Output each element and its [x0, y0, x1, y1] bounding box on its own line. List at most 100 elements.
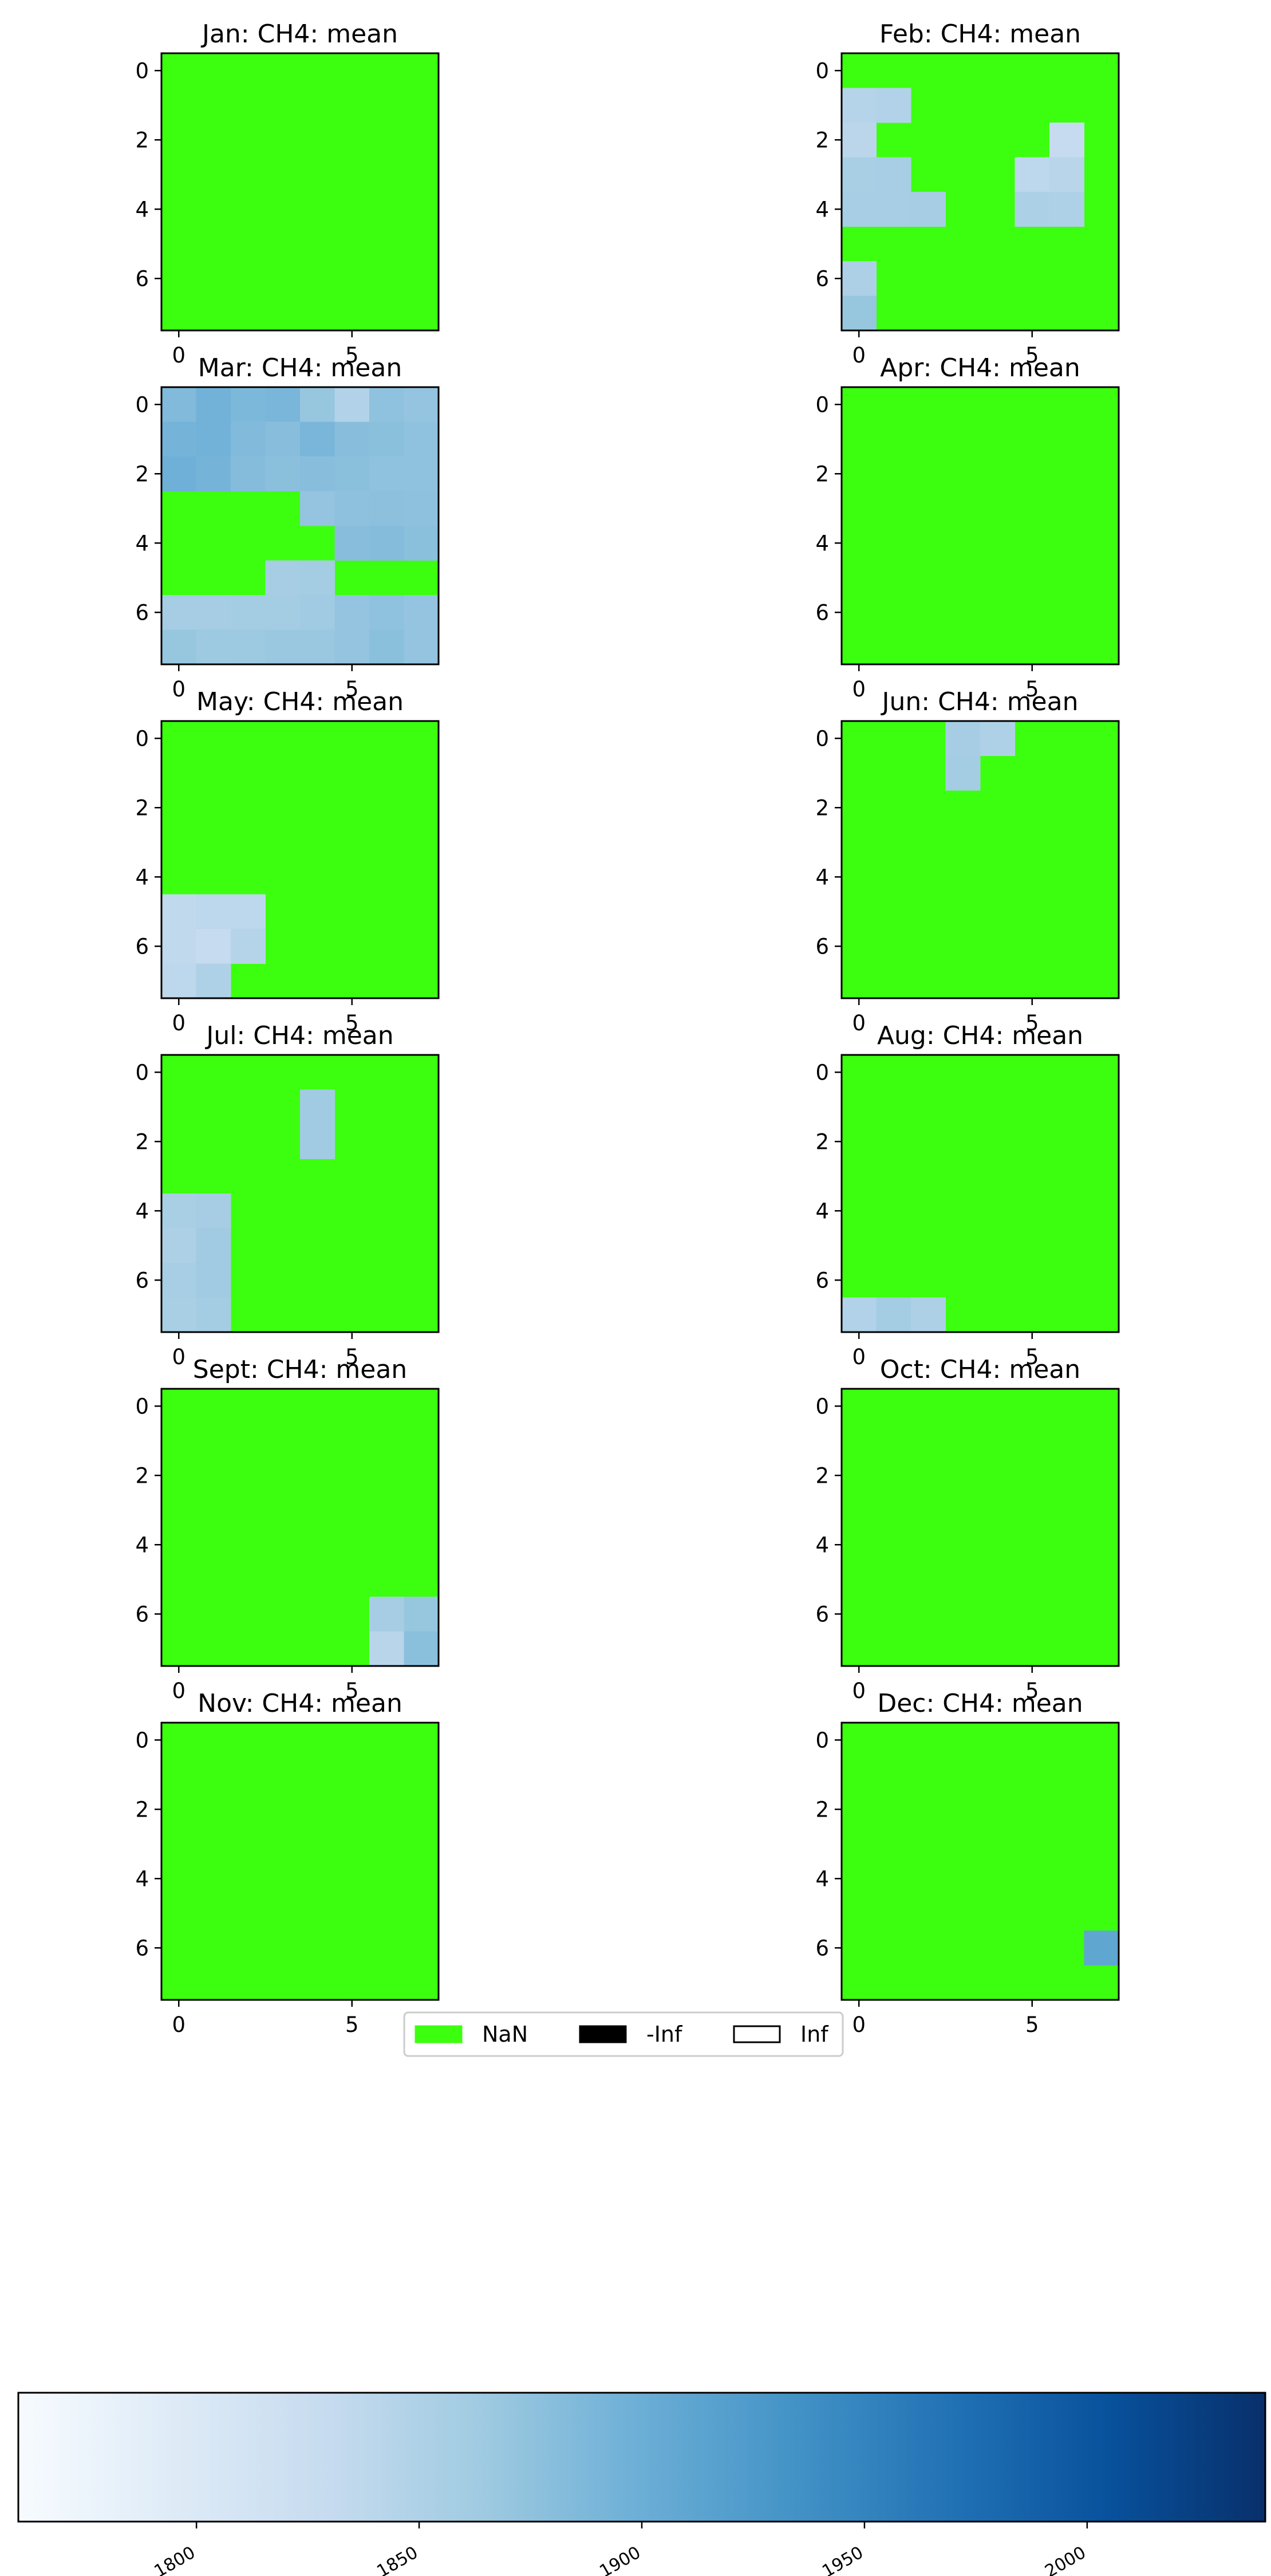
heatmap-cell	[196, 1297, 231, 1333]
heatmap-cell	[196, 1194, 231, 1228]
heatmap-cell	[369, 422, 404, 457]
heatmap-cell	[196, 629, 231, 665]
heatmap-cell	[161, 422, 196, 457]
panel-title: Dec: CH4: mean	[877, 1689, 1083, 1718]
axes-frame	[160, 1388, 440, 1667]
x-tick-label: 5	[345, 1345, 359, 1369]
panel-title: Apr: CH4: mean	[880, 353, 1080, 383]
y-tick-label: 0	[135, 1060, 149, 1085]
x-tick-label: 0	[172, 343, 185, 368]
heatmap-cell	[265, 595, 301, 630]
heatmap-cell	[334, 422, 370, 457]
panel-jul: 0 2 4 6 0 5 Jul: CH4: mean	[135, 1021, 440, 1369]
heatmap-cell	[404, 1631, 439, 1667]
y-tick-label: 4	[815, 865, 829, 889]
nan-background	[842, 1389, 1119, 1666]
y-tick-label: 6	[815, 1936, 829, 1960]
axes-frame	[160, 1054, 440, 1333]
panel-jun: 0 2 4 6 0 5 Jun: CH4: mean	[815, 687, 1120, 1035]
heatmap-cell	[161, 1263, 196, 1298]
heatmap-cell	[265, 422, 301, 457]
heatmap-cell	[161, 1194, 196, 1228]
heatmap-cell	[161, 1297, 196, 1333]
panel-title: Nov: CH4: mean	[198, 1689, 402, 1718]
heatmap-cell	[404, 422, 439, 457]
y-tick-label: 6	[815, 1602, 829, 1626]
heatmap-cell	[404, 491, 439, 526]
y-tick-label: 2	[815, 128, 829, 152]
legend: NaN -Inf Inf	[403, 2011, 844, 2057]
y-tick-label: 6	[135, 600, 149, 625]
x-tick-label: 0	[852, 1345, 866, 1369]
panel-title: Sept: CH4: mean	[193, 1355, 407, 1384]
heatmap-cell	[231, 929, 266, 964]
heatmap-cell	[1049, 192, 1084, 227]
heatmap-cell	[842, 261, 877, 296]
heatmap-cell	[300, 595, 335, 630]
heatmap-cell	[842, 1297, 877, 1333]
heatmap-cell	[161, 963, 196, 999]
y-tick-label: 0	[815, 1060, 829, 1085]
y-tick-label: 2	[135, 128, 149, 152]
x-tick-label: 0	[172, 1679, 185, 1703]
nan-background	[842, 387, 1119, 664]
axes-frame	[160, 1722, 440, 2001]
heatmap-cell	[300, 387, 335, 422]
y-tick-label: 0	[135, 1728, 149, 1752]
heatmap-cell	[369, 1597, 404, 1632]
axes-frame	[840, 52, 1120, 332]
x-tick-label: 0	[852, 677, 866, 702]
heatmap-cell	[161, 387, 196, 422]
x-tick-label: 0	[852, 1011, 866, 1035]
panel-jan: 0 2 4 6 0 5 Jan: CH4: mean	[135, 19, 440, 368]
heatmap-cell	[876, 157, 911, 192]
heatmap-cell	[369, 491, 404, 526]
y-tick-label: 2	[815, 1129, 829, 1154]
panel-title: Oct: CH4: mean	[880, 1355, 1080, 1384]
y-tick-label: 4	[135, 1533, 149, 1557]
y-tick-label: 4	[815, 1533, 829, 1557]
heatmap-cell	[842, 88, 877, 123]
x-tick-label: 5	[345, 2012, 359, 2037]
heatmap-cell	[404, 456, 439, 491]
heatmap-cell	[334, 456, 370, 491]
y-tick-label: 2	[815, 462, 829, 486]
x-tick-label: 0	[172, 677, 185, 702]
x-tick-label: 5	[1025, 2012, 1039, 2037]
heatmap-cell	[842, 192, 877, 227]
panel-nov: 0 2 4 6 0 5 Nov: CH4: mean	[135, 1689, 440, 2037]
axes-frame	[840, 1054, 1120, 1333]
panel-feb: 0 2 4 6 0 5 Feb: CH4: mean	[815, 19, 1120, 368]
y-tick-label: 4	[135, 1199, 149, 1223]
y-tick-label: 6	[135, 1268, 149, 1293]
heatmap-cell	[161, 629, 196, 665]
y-tick-label: 4	[135, 865, 149, 889]
heatmap-cell	[369, 629, 404, 665]
panel-oct: 0 2 4 6 0 5 Oct: CH4: mean	[815, 1355, 1120, 1703]
heatmap-cell	[231, 629, 266, 665]
panel-title: May: CH4: mean	[196, 687, 404, 716]
heatmap-cell	[1049, 123, 1084, 157]
y-tick-label: 6	[815, 1268, 829, 1293]
heatmap-cell	[369, 387, 404, 422]
heatmap-cell	[265, 387, 301, 422]
y-tick-label: 2	[815, 795, 829, 820]
heatmap-cell	[404, 629, 439, 665]
axes-frame	[840, 1388, 1120, 1667]
heatmap-cell	[842, 296, 877, 331]
nan-background	[842, 1055, 1119, 1332]
panel-aug: 0 2 4 6 0 5 Aug: CH4: mean	[815, 1021, 1120, 1369]
heatmap-cell	[196, 456, 231, 491]
legend-swatch	[579, 2025, 627, 2043]
y-tick-label: 6	[135, 934, 149, 959]
heatmap-cell	[334, 526, 370, 561]
heatmap-cell	[404, 387, 439, 422]
heatmap-cell	[161, 894, 196, 929]
heatmap-cell	[265, 560, 301, 596]
heatmap-cell	[196, 894, 231, 929]
colorbar-bar	[17, 2392, 1266, 2523]
heatmap-cell	[161, 1228, 196, 1263]
x-tick-label: 5	[345, 1011, 359, 1035]
legend-label: NaN	[482, 2022, 528, 2047]
